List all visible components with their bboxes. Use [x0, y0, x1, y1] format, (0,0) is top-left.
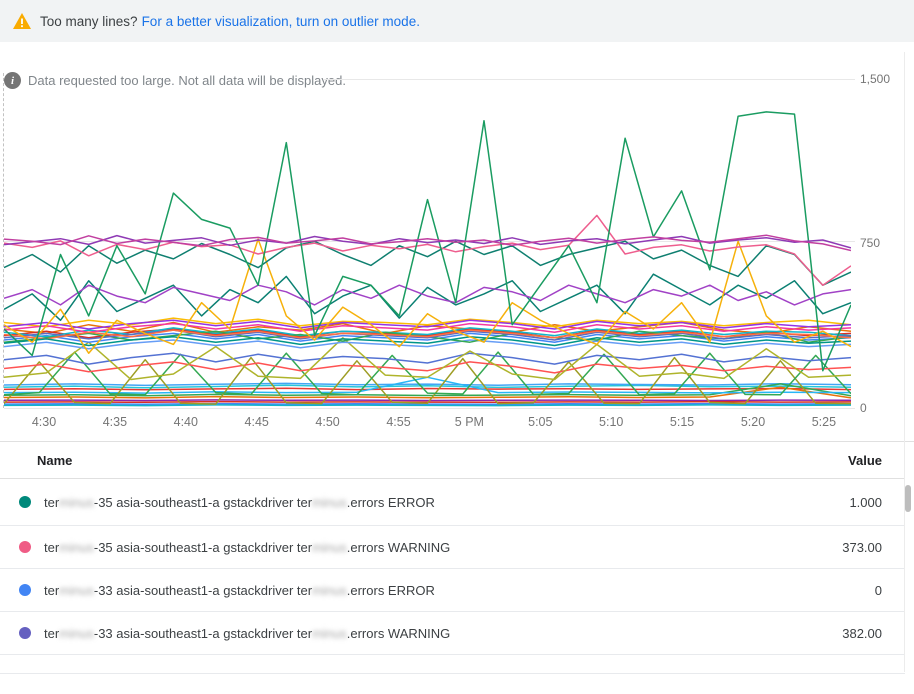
x-axis-tick-label: 5:15 — [669, 415, 695, 429]
x-axis-tick-label: 5:25 — [811, 415, 837, 429]
legend-series-value: 0 — [874, 582, 882, 598]
legend-row[interactable]: terminus-35 asia-southeast1-a gstackdriv… — [0, 526, 905, 569]
legend-series-name: terminus-35 asia-southeast1-a gstackdriv… — [44, 494, 435, 510]
data-notice: i Data requested too large. Not all data… — [4, 72, 346, 89]
chart-line-teal-mid — [4, 273, 851, 322]
x-axis-tick-label: 5 PM — [454, 415, 484, 429]
legend-header-value: Value — [848, 452, 882, 468]
chart-line-bottom-blue — [4, 402, 851, 406]
x-axis-tick-label: 5:10 — [599, 415, 624, 429]
legend-header-row: Name Value — [0, 442, 905, 479]
warning-triangle-icon — [13, 13, 31, 29]
chart-line-blue-wander — [4, 352, 851, 365]
x-axis-tick-label: 5:05 — [528, 415, 553, 429]
chart-line-green-triangles — [4, 351, 851, 396]
legend-series-value: 1.000 — [849, 494, 882, 510]
chart-line-flat-blue-low — [4, 382, 851, 387]
chart-line-olive-triangles — [4, 356, 851, 405]
legend-series-value: 382.00 — [842, 625, 882, 641]
series-color-dot — [19, 541, 31, 553]
chart-line-teal-750 — [4, 240, 851, 286]
x-axis-tick-label: 4:40 — [173, 415, 198, 429]
outlier-mode-link[interactable]: For a better visualization, turn on outl… — [141, 13, 420, 29]
gridline-750 — [4, 241, 855, 242]
legend-series-name: terminus-35 asia-southeast1-a gstackdriv… — [44, 539, 451, 555]
legend-table: Name Value terminus-35 asia-southeast1-a… — [0, 441, 914, 674]
x-axis-tick-label: 4:30 — [31, 415, 57, 429]
series-color-dot — [19, 496, 31, 508]
x-axis: 4:30 4:35 4:40 4:45 4:50 4:55 5 PM 5:05 5:10 5:15… — [4, 415, 864, 431]
legend-series-value: 373.00 — [842, 539, 882, 555]
chart-line-pink-750 — [4, 214, 851, 286]
y-tick-0: 0 — [860, 401, 867, 415]
legend-header-name: Name — [37, 452, 73, 468]
chart-line-purple-mid — [4, 284, 851, 306]
timeseries-plot-area[interactable] — [4, 79, 851, 408]
chart-line-band-pink — [4, 322, 851, 334]
legend-row[interactable]: terminus-33 asia-southeast1-a gstackdriv… — [0, 569, 905, 612]
series-color-dot — [19, 584, 31, 596]
legend-series-name: terminus-33 asia-southeast1-a gstackdriv… — [44, 625, 451, 641]
gridline-0 — [4, 408, 855, 409]
x-axis-tick-label: 4:50 — [315, 415, 340, 429]
chart-line-purple-750 — [4, 234, 851, 249]
x-axis-tick-label: 5:20 — [740, 415, 766, 429]
y-tick-750: 750 — [860, 236, 881, 250]
series-color-dot — [19, 627, 31, 639]
legend-row-partial — [0, 655, 905, 674]
chart-line-green-spiky — [4, 111, 851, 372]
chart-line-bottom-purple — [4, 399, 851, 402]
chart-line-band-coral — [4, 329, 851, 340]
too-many-lines-banner: Too many lines? For a better visualizati… — [0, 0, 914, 42]
chart-line-bottom-orange-bump — [4, 386, 851, 399]
chart-line-band-blue — [4, 332, 851, 343]
y-tick-1500: 1,500 — [860, 72, 891, 86]
legend-series-name: terminus-33 asia-southeast1-a gstackdriv… — [44, 582, 435, 598]
chart-line-band-lightblue — [4, 339, 851, 350]
x-axis-tick-label: 4:55 — [386, 415, 411, 429]
chart-line-yellow-spiky — [4, 238, 851, 354]
info-icon: i — [4, 72, 21, 89]
chart-line-bottom-green-bump — [4, 383, 851, 397]
chart-line-red-wander — [4, 361, 851, 374]
notice-text: Data requested too large. Not all data w… — [28, 73, 346, 88]
chart-line-magenta-750 — [4, 234, 851, 252]
plot-left-boundary — [3, 73, 4, 408]
legend-row[interactable]: terminus-35 asia-southeast1-a gstackdriv… — [0, 479, 905, 526]
chart-line-bottom-teal — [4, 404, 851, 407]
scrollbar-thumb[interactable] — [905, 485, 911, 512]
scrollbar-track — [904, 52, 905, 672]
x-axis-tick-label: 4:35 — [102, 415, 128, 429]
x-axis-tick-label: 4:45 — [244, 415, 269, 429]
chart-line-flat-cyan-low — [4, 384, 851, 389]
banner-text: Too many lines? — [40, 13, 138, 29]
gridline-1500 — [323, 79, 855, 80]
chart-line-flat-red-low — [4, 387, 851, 391]
chart-line-band-orange — [4, 321, 851, 335]
legend-row[interactable]: terminus-33 asia-southeast1-a gstackdriv… — [0, 612, 905, 655]
chart-line-olive-wander — [4, 337, 851, 381]
chart-line-band-violet — [4, 319, 851, 330]
